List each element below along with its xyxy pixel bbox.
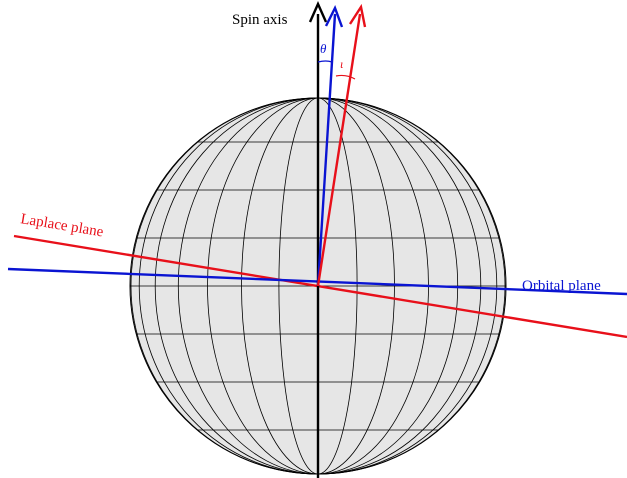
iota-label: ι	[340, 57, 343, 71]
laplace-normal-arrowhead	[348, 3, 367, 28]
spin-axis-label: Spin axis	[232, 12, 288, 28]
iota-arc	[335, 74, 356, 80]
theta-arc	[317, 60, 333, 63]
orbital-normal-arrow	[316, 13, 337, 287]
theta-label: θ	[320, 41, 327, 56]
laplace-plane-label: Laplace plane	[19, 211, 105, 240]
spin-axis-arrowhead	[308, 1, 328, 23]
laplace-plane-line	[13, 234, 627, 339]
laplace-normal-arrow	[316, 13, 362, 287]
orbital-plane-label: Orbital plane	[522, 278, 601, 294]
orbital-normal-arrowhead	[324, 4, 344, 28]
